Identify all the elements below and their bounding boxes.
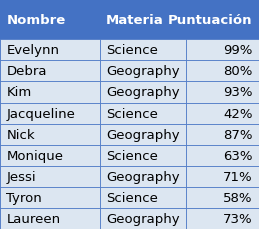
Text: Tyron: Tyron	[6, 191, 42, 204]
Text: Science: Science	[106, 44, 158, 57]
Text: Materia: Materia	[106, 14, 164, 27]
Text: Monique: Monique	[6, 149, 63, 162]
Text: Jacqueline: Jacqueline	[6, 107, 75, 120]
Text: Debra: Debra	[6, 65, 47, 78]
Text: Science: Science	[106, 149, 158, 162]
Bar	[0, 124, 100, 145]
Text: Geography: Geography	[106, 128, 180, 141]
Bar	[186, 61, 259, 82]
Text: Nombre: Nombre	[6, 14, 66, 27]
Bar	[0, 145, 100, 166]
Text: 99%: 99%	[223, 44, 253, 57]
Bar	[100, 0, 186, 40]
Bar	[0, 61, 100, 82]
Text: Geography: Geography	[106, 86, 180, 99]
Bar	[100, 208, 186, 229]
Text: Nick: Nick	[6, 128, 35, 141]
Bar	[100, 61, 186, 82]
Bar	[186, 0, 259, 40]
Bar	[100, 82, 186, 103]
Bar	[100, 124, 186, 145]
Text: 80%: 80%	[223, 65, 253, 78]
Bar	[186, 103, 259, 124]
Bar	[100, 40, 186, 61]
Text: Puntuación: Puntuación	[168, 14, 253, 27]
Bar	[0, 40, 100, 61]
Bar	[186, 208, 259, 229]
Text: Geography: Geography	[106, 212, 180, 225]
Text: Laureen: Laureen	[6, 212, 61, 225]
Text: 73%: 73%	[223, 212, 253, 225]
Text: 93%: 93%	[223, 86, 253, 99]
Text: 63%: 63%	[223, 149, 253, 162]
Text: Geography: Geography	[106, 65, 180, 78]
Bar	[186, 124, 259, 145]
Text: Kim: Kim	[6, 86, 32, 99]
Text: 42%: 42%	[223, 107, 253, 120]
Text: Jessi: Jessi	[6, 170, 36, 183]
Bar	[186, 40, 259, 61]
Bar	[186, 166, 259, 187]
Bar	[186, 82, 259, 103]
Bar	[100, 166, 186, 187]
Text: Science: Science	[106, 107, 158, 120]
Bar	[100, 103, 186, 124]
Bar	[0, 103, 100, 124]
Text: Geography: Geography	[106, 170, 180, 183]
Bar	[0, 0, 100, 40]
Text: 87%: 87%	[223, 128, 253, 141]
Text: Evelynn: Evelynn	[6, 44, 60, 57]
Bar	[0, 82, 100, 103]
Bar	[100, 145, 186, 166]
Bar	[100, 187, 186, 208]
Bar	[186, 187, 259, 208]
Text: Science: Science	[106, 191, 158, 204]
Text: 71%: 71%	[223, 170, 253, 183]
Text: 58%: 58%	[223, 191, 253, 204]
Bar	[0, 166, 100, 187]
Bar	[0, 187, 100, 208]
Bar	[186, 145, 259, 166]
Bar	[0, 208, 100, 229]
